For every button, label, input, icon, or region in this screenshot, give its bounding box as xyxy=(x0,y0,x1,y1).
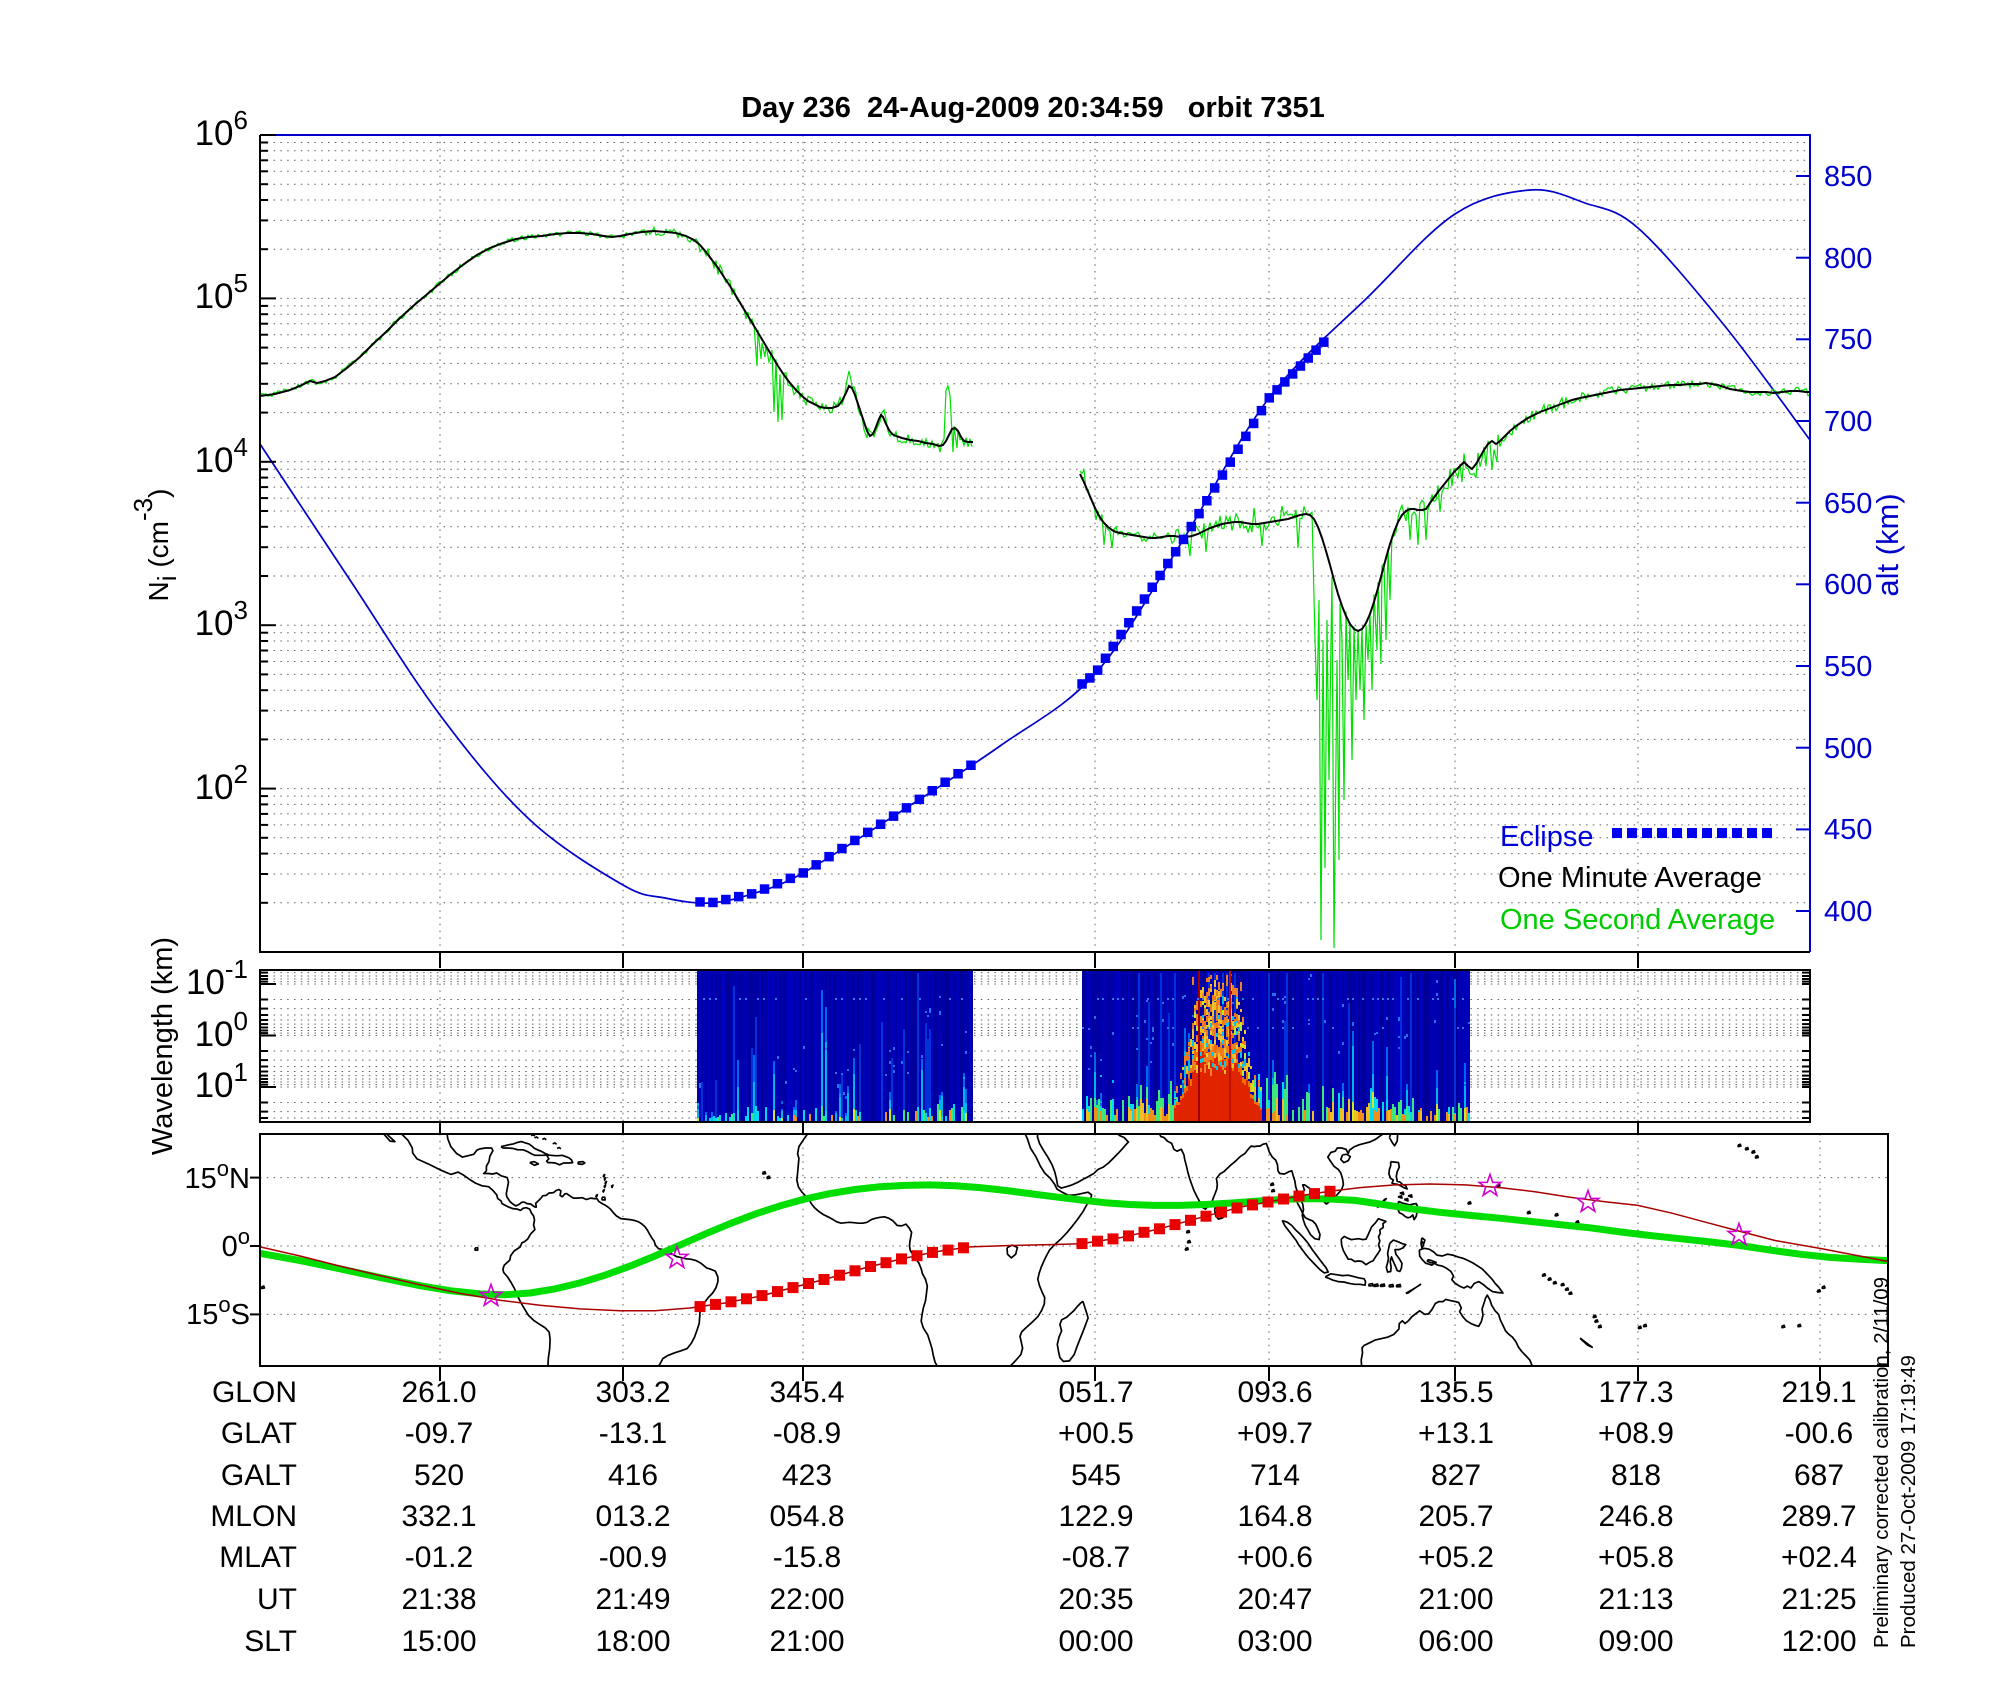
svg-text:-13.1: -13.1 xyxy=(599,1417,667,1450)
svg-text:545: 545 xyxy=(1071,1459,1121,1492)
svg-text:054.8: 054.8 xyxy=(769,1500,844,1533)
svg-text:423: 423 xyxy=(782,1459,832,1492)
svg-text:00:00: 00:00 xyxy=(1058,1625,1133,1658)
svg-text:332.1: 332.1 xyxy=(401,1500,476,1533)
svg-text:450: 450 xyxy=(1824,814,1872,846)
svg-text:093.6: 093.6 xyxy=(1237,1376,1312,1409)
svg-text:+05.8: +05.8 xyxy=(1598,1541,1674,1574)
svg-text:-01.2: -01.2 xyxy=(405,1541,473,1574)
svg-text:12:00: 12:00 xyxy=(1781,1625,1856,1658)
svg-text:345.4: 345.4 xyxy=(769,1376,844,1409)
svg-text:Eclipse: Eclipse xyxy=(1500,821,1594,853)
svg-text:21:00: 21:00 xyxy=(1418,1583,1493,1616)
svg-text:Wavelength (km): Wavelength (km) xyxy=(147,937,179,1155)
svg-text:+13.1: +13.1 xyxy=(1418,1417,1494,1450)
svg-text:21:38: 21:38 xyxy=(401,1583,476,1616)
svg-text:MLON: MLON xyxy=(210,1500,297,1533)
svg-text:177.3: 177.3 xyxy=(1598,1376,1673,1409)
svg-text:MLAT: MLAT xyxy=(219,1541,297,1574)
svg-text:700: 700 xyxy=(1824,406,1872,438)
svg-text:15:00: 15:00 xyxy=(401,1625,476,1658)
svg-text:GLON: GLON xyxy=(212,1376,297,1409)
svg-text:21:13: 21:13 xyxy=(1598,1583,1673,1616)
svg-text:alt (km): alt (km) xyxy=(1870,493,1905,596)
svg-text:600: 600 xyxy=(1824,569,1872,601)
svg-text:+08.9: +08.9 xyxy=(1598,1417,1674,1450)
svg-text:289.7: 289.7 xyxy=(1781,1500,1856,1533)
svg-text:-00.9: -00.9 xyxy=(599,1541,667,1574)
svg-text:500: 500 xyxy=(1824,733,1872,765)
svg-text:714: 714 xyxy=(1250,1459,1300,1492)
svg-text:Produced 27-Oct-2009 17:19:49: Produced 27-Oct-2009 17:19:49 xyxy=(1897,1355,1920,1648)
svg-text:164.8: 164.8 xyxy=(1237,1500,1312,1533)
svg-text:06:00: 06:00 xyxy=(1418,1625,1493,1658)
svg-text:013.2: 013.2 xyxy=(595,1500,670,1533)
svg-text:09:00: 09:00 xyxy=(1598,1625,1673,1658)
svg-text:800: 800 xyxy=(1824,243,1872,275)
svg-text:750: 750 xyxy=(1824,324,1872,356)
svg-text:246.8: 246.8 xyxy=(1598,1500,1673,1533)
svg-text:135.5: 135.5 xyxy=(1418,1376,1493,1409)
svg-text:550: 550 xyxy=(1824,651,1872,683)
svg-text:-15.8: -15.8 xyxy=(773,1541,841,1574)
svg-text:303.2: 303.2 xyxy=(595,1376,670,1409)
svg-text:-09.7: -09.7 xyxy=(405,1417,473,1450)
svg-text:687: 687 xyxy=(1794,1459,1844,1492)
svg-text:GLAT: GLAT xyxy=(221,1417,297,1450)
svg-text:-08.9: -08.9 xyxy=(773,1417,841,1450)
svg-text:+02.4: +02.4 xyxy=(1781,1541,1857,1574)
svg-text:400: 400 xyxy=(1824,896,1872,928)
svg-text:15oS: 15oS xyxy=(186,1292,250,1331)
svg-text:GALT: GALT xyxy=(221,1459,297,1492)
svg-text:22:00: 22:00 xyxy=(769,1583,844,1616)
svg-text:416: 416 xyxy=(608,1459,658,1492)
svg-text:850: 850 xyxy=(1824,161,1872,193)
svg-text:818: 818 xyxy=(1611,1459,1661,1492)
svg-text:One Minute Average: One Minute Average xyxy=(1498,862,1762,894)
svg-text:+00.5: +00.5 xyxy=(1058,1417,1134,1450)
svg-text:+00.6: +00.6 xyxy=(1237,1541,1313,1574)
svg-text:+05.2: +05.2 xyxy=(1418,1541,1494,1574)
svg-text:051.7: 051.7 xyxy=(1058,1376,1133,1409)
svg-text:261.0: 261.0 xyxy=(401,1376,476,1409)
svg-text:21:49: 21:49 xyxy=(595,1583,670,1616)
svg-text:520: 520 xyxy=(414,1459,464,1492)
svg-text:-08.7: -08.7 xyxy=(1062,1541,1130,1574)
svg-text:21:00: 21:00 xyxy=(769,1625,844,1658)
svg-text:827: 827 xyxy=(1431,1459,1481,1492)
svg-text:122.9: 122.9 xyxy=(1058,1500,1133,1533)
svg-text:205.7: 205.7 xyxy=(1418,1500,1493,1533)
svg-text:219.1: 219.1 xyxy=(1781,1376,1856,1409)
svg-text:21:25: 21:25 xyxy=(1781,1583,1856,1616)
svg-text:UT: UT xyxy=(257,1583,297,1616)
svg-text:18:00: 18:00 xyxy=(595,1625,670,1658)
svg-text:Preliminary corrected calibrat: Preliminary corrected calibration, 2/11/… xyxy=(1870,1277,1893,1648)
svg-text:20:35: 20:35 xyxy=(1058,1583,1133,1616)
svg-text:-00.6: -00.6 xyxy=(1785,1417,1853,1450)
svg-text:0o: 0o xyxy=(222,1224,250,1263)
svg-text:+09.7: +09.7 xyxy=(1237,1417,1313,1450)
svg-text:650: 650 xyxy=(1824,488,1872,520)
svg-text:One Second Average: One Second Average xyxy=(1500,904,1775,936)
svg-text:Day 236 24-Aug-2009 20:34:59: Day 236 24-Aug-2009 20:34:59 orbit 7351 xyxy=(741,92,1325,124)
svg-text:03:00: 03:00 xyxy=(1237,1625,1312,1658)
svg-text:SLT: SLT xyxy=(244,1625,297,1658)
svg-text:20:47: 20:47 xyxy=(1237,1583,1312,1616)
